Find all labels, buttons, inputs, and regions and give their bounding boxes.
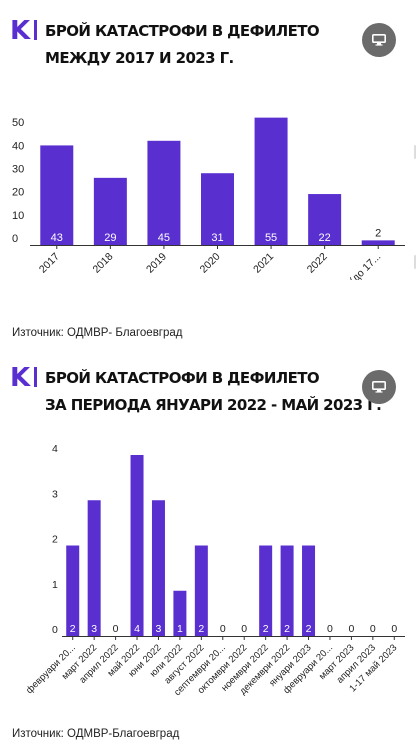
x-tick-label: 2020 (198, 251, 223, 276)
bar (66, 545, 80, 636)
data-label: 0 (391, 623, 397, 635)
y-tick-label: 40 (12, 140, 24, 152)
bar (40, 145, 74, 245)
y-tick-label: 0 (52, 624, 58, 636)
data-label: 2 (70, 623, 76, 635)
bar (151, 500, 165, 636)
data-label: 0 (370, 623, 376, 635)
fullscreen-button[interactable] (362, 370, 396, 404)
x-tick-label: 2017 (37, 251, 62, 276)
y-tick-label: 20 (12, 187, 24, 199)
chart-title: Брой катастрофи в дефилето за периода ян… (45, 365, 382, 419)
data-label: 0 (220, 623, 226, 635)
data-label: 2 (263, 623, 269, 635)
y-tick-label: 4 (52, 443, 58, 455)
scroll-edge-indicator (414, 145, 416, 159)
data-label: 0 (327, 623, 333, 635)
y-tick-label: 30 (12, 164, 24, 176)
scroll-edge-indicator (414, 255, 416, 269)
data-label: 2 (198, 623, 204, 635)
data-label: 2 (375, 227, 381, 239)
data-label: 0 (113, 623, 119, 635)
data-label: 2 (306, 623, 312, 635)
fullscreen-button[interactable] (362, 23, 396, 57)
bar (280, 545, 294, 636)
bar (147, 140, 181, 245)
y-tick-label: 1 (52, 579, 58, 591)
data-label: 0 (241, 623, 247, 635)
bar (87, 500, 101, 636)
y-tick-label: 0 (12, 233, 18, 245)
bar (201, 173, 234, 245)
y-tick-label: 2 (52, 534, 58, 546)
x-tick-label: 2018 (90, 251, 115, 276)
brand-logo: K (10, 365, 40, 391)
monitor-icon (372, 34, 386, 46)
data-label: 45 (158, 232, 170, 244)
data-label: 29 (104, 232, 116, 244)
data-label: 4 (134, 623, 140, 635)
chart-title-line-2: между 2017 и 2023 г. (45, 49, 234, 67)
bar (173, 590, 187, 636)
bar (302, 545, 316, 636)
data-label: 3 (156, 623, 162, 635)
data-label: 0 (348, 623, 354, 635)
y-tick-label: 10 (12, 210, 24, 222)
x-tick-label: 2019 (144, 251, 169, 276)
bar (308, 194, 342, 245)
data-label: 31 (211, 232, 223, 244)
bar (93, 177, 127, 245)
y-tick-label: 3 (52, 488, 58, 500)
bar (194, 545, 208, 636)
monitor-icon (372, 381, 386, 393)
chart-card-2: K Брой катастрофи в дефилето за периода … (0, 362, 418, 750)
bar (130, 455, 144, 636)
bar (254, 117, 288, 245)
x-tick-label: 2021 (251, 251, 276, 276)
data-label: 2 (284, 623, 290, 635)
data-label: 1 (177, 623, 183, 635)
data-label: 3 (91, 623, 97, 635)
data-label: 55 (265, 232, 277, 244)
x-tick-label: 2022 (305, 251, 330, 276)
chart-source: Източник: ОДМВР-Благоевград (12, 728, 180, 740)
data-label: 22 (319, 232, 331, 244)
data-label: 43 (51, 232, 63, 244)
bar-chart-yearly: 0 10 20 30 40 50 43 2017 29 2018 45 2019 31 2020 55 202… (12, 117, 405, 280)
chart-card-1: K Брой катастрофи в дефилето между 2017 … (0, 0, 418, 345)
chart-title-line-1: Брой катастрофи в дефилето (45, 369, 320, 387)
brand-logo: K (10, 18, 40, 44)
chart-source: Източник: ОДМВР- Благоевград (12, 327, 183, 339)
chart-title-line-2: за периода януари 2022 - май 2023 г. (45, 396, 382, 414)
bar (361, 240, 395, 245)
x-tick-label: 2023 (до 17... (329, 251, 384, 280)
chart-title-line-1: Брой катастрофи в дефилето (45, 22, 320, 40)
chart-title: Брой катастрофи в дефилето между 2017 и … (45, 18, 320, 72)
y-tick-label: 50 (12, 117, 24, 129)
bar (259, 545, 273, 636)
